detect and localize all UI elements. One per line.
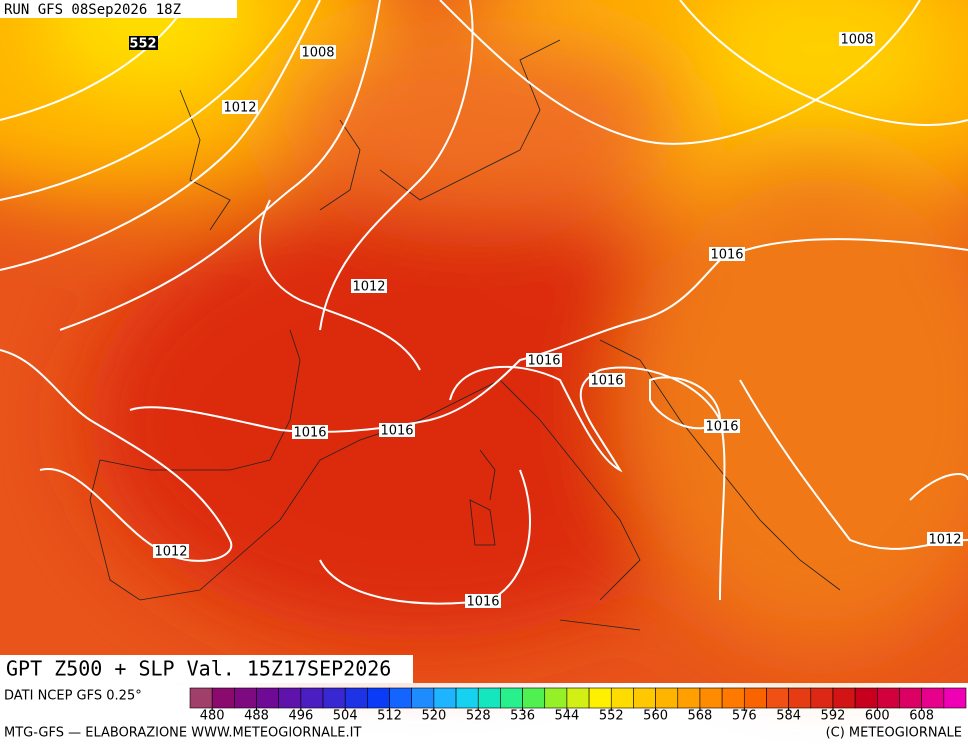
isobar-label-box [704, 419, 740, 433]
isobar-label-box [465, 594, 501, 608]
colorbar-swatch [854, 687, 878, 709]
colorbar-swatch [522, 687, 546, 709]
source: DATI NCEP GFS 0.25° [4, 689, 142, 704]
colorbar-swatch [433, 687, 457, 709]
isobar-label: 1012 [928, 533, 961, 548]
isobar-label: 1016 [293, 426, 326, 441]
colorbar: 480 488 496 504 512 520 528 536 544 552 560 568 576 5… [189, 687, 967, 724]
colorbar-swatch [899, 687, 922, 709]
colorbar-swatch [943, 687, 967, 709]
isobar-label: 1016 [705, 420, 738, 435]
height-field [0, 0, 968, 683]
colorbar-swatch [588, 687, 612, 709]
isobar-label-box [351, 279, 387, 293]
colorbar-tick-label: 576 [732, 709, 757, 724]
copyright: (C) METEOGIORNALE [826, 726, 962, 741]
colorbar-tick-label: 504 [333, 709, 358, 724]
colorbar-swatch [743, 687, 767, 709]
isobar-label-box [526, 353, 562, 367]
colorbar-swatch [788, 687, 812, 709]
isobar-label: 1016 [590, 374, 623, 389]
colorbar-tick-label: 528 [466, 709, 491, 724]
credit: MTG-GFS — ELABORAZIONE WWW.METEOGIORNALE… [4, 726, 361, 741]
isobar-label: 1008 [301, 46, 334, 61]
colorbar-swatch [344, 687, 368, 709]
colorbar-swatch [810, 687, 834, 709]
colorbar-swatch [189, 687, 213, 709]
colorbar-swatch [389, 687, 413, 709]
isobar-label-box [709, 247, 745, 261]
colorbar-swatch [721, 687, 745, 709]
chart-title: GPT Z500 + SLP Val. 15Z17SEP2026 [6, 657, 391, 681]
colorbar-swatch [877, 687, 900, 709]
colorbar-tick-label: 600 [865, 709, 890, 724]
colorbar-tick-label: 592 [821, 709, 846, 724]
colorbar-swatch [677, 687, 701, 709]
isobar-label: 1012 [352, 280, 385, 295]
isobar-label-box [153, 544, 189, 558]
colorbar-swatch [544, 687, 568, 709]
colorbar-swatch [610, 687, 634, 709]
colorbar-swatch [455, 687, 479, 709]
colorbar-swatch [211, 687, 235, 709]
colorbar-tick-label: 520 [421, 709, 446, 724]
colorbar-swatch [633, 687, 656, 709]
isobar-label: 1016 [466, 595, 499, 610]
isobar-label: 1016 [380, 424, 413, 439]
colorbar-swatch [322, 687, 346, 709]
colorbar-tick-label: 608 [909, 709, 934, 724]
colorbar-swatch [500, 687, 523, 709]
colorbar-tick-label: 496 [288, 709, 313, 724]
colorbar-swatch [566, 687, 590, 709]
colorbar-tick-label: 512 [377, 709, 402, 724]
isobar-label: 1016 [527, 354, 560, 369]
isobar-label-box [300, 45, 336, 59]
coastlines [89, 39, 841, 631]
isobar-label-box [379, 423, 415, 437]
colorbar-tick-label: 536 [510, 709, 535, 724]
colorbar-tick-label: 480 [200, 709, 225, 724]
colorbar-swatch [256, 687, 279, 709]
colorbar-tick-label: 552 [599, 709, 624, 724]
colorbar-swatch [921, 687, 945, 709]
colorbar-tick-label: 584 [776, 709, 801, 724]
isobar-label: 1016 [710, 248, 743, 263]
isobar-label-box [589, 373, 625, 387]
height-label-box [129, 36, 158, 50]
isobar-label: 1012 [223, 101, 256, 116]
isobar-label: 1008 [840, 33, 873, 48]
isobar-label-box [927, 532, 963, 546]
colorbar-swatch [234, 687, 257, 709]
colorbar-tick-label: 544 [555, 709, 580, 724]
colorbar-swatch [411, 687, 435, 709]
isobar-label-box [839, 32, 875, 46]
colorbar-tick-label: 560 [643, 709, 668, 724]
isobar-label: 1012 [154, 545, 187, 560]
colorbar-swatch [300, 687, 324, 709]
title-box [0, 655, 413, 683]
colorbar-swatch [278, 687, 302, 709]
colorbar-tick-label: 568 [688, 709, 713, 724]
colorbar-swatch [655, 687, 679, 709]
colorbar-swatch [832, 687, 856, 709]
colorbar-swatch [367, 687, 390, 709]
colorbar-tick-label: 488 [244, 709, 269, 724]
colorbar-swatch [766, 687, 789, 709]
height-label: 552 [129, 37, 156, 52]
colorbar-swatch [477, 687, 501, 709]
run-info: RUN GFS 08Sep2026 18Z [4, 2, 181, 18]
header-box [0, 0, 237, 18]
colorbar-swatch [699, 687, 723, 709]
isobar-label-box [222, 100, 258, 114]
isobar-label-box [292, 425, 328, 439]
